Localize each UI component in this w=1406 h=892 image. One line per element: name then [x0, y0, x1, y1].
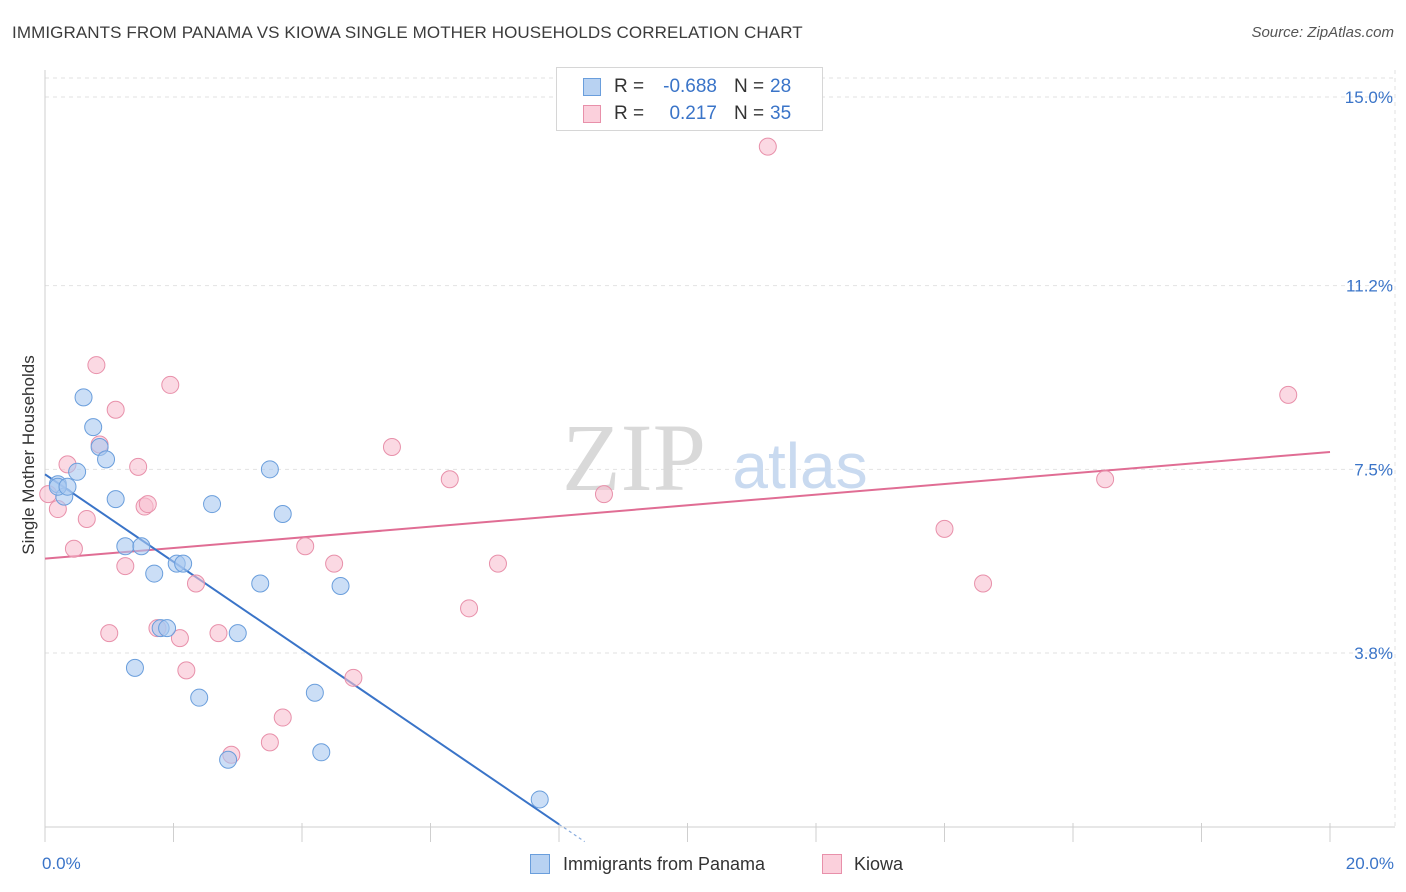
- point-kiowa: [1279, 385, 1298, 404]
- point-panama: [158, 619, 177, 638]
- point-kiowa: [170, 629, 189, 648]
- point-kiowa: [594, 485, 613, 504]
- point-kiowa: [106, 400, 125, 419]
- point-kiowa: [273, 708, 292, 727]
- point-panama: [68, 462, 87, 481]
- point-kiowa: [440, 470, 459, 489]
- legend-label-kiowa: Kiowa: [854, 854, 904, 874]
- point-panama: [331, 576, 350, 595]
- x-tick-label: 20.0%: [1346, 854, 1394, 873]
- trend-line-panama: [44, 473, 560, 826]
- point-panama: [260, 460, 279, 479]
- y-tick-label: 15.0%: [1345, 88, 1393, 107]
- point-panama: [190, 688, 209, 707]
- watermark-layer: ZIP atlas: [562, 404, 868, 511]
- y-tick-label: 11.2%: [1346, 277, 1393, 296]
- point-panama: [84, 418, 103, 437]
- legend-swatch-kiowa: [822, 854, 842, 874]
- point-panama: [106, 490, 125, 509]
- point-kiowa: [161, 375, 180, 394]
- point-kiowa: [296, 537, 315, 556]
- point-kiowa: [1096, 470, 1115, 489]
- legend-swatch-panama: [583, 78, 601, 96]
- point-kiowa: [382, 437, 401, 456]
- point-kiowa: [100, 624, 119, 643]
- n-label: N =: [734, 76, 765, 97]
- legend-swatch-kiowa: [583, 105, 601, 123]
- y-tick-label: 3.8%: [1354, 644, 1393, 663]
- point-kiowa: [209, 624, 228, 643]
- points-layer: [39, 137, 1298, 809]
- chart-title: IMMIGRANTS FROM PANAMA VS KIOWA SINGLE M…: [12, 23, 803, 42]
- point-panama: [97, 450, 116, 469]
- axis-layer: [44, 70, 1395, 842]
- point-kiowa: [974, 574, 993, 593]
- stats-legend: R = -0.688 N = 28 R = 0.217 N = 35: [556, 67, 823, 131]
- trend-line-kiowa: [44, 450, 1331, 560]
- point-panama: [58, 477, 77, 496]
- point-panama: [203, 495, 222, 514]
- legend-label-panama: Immigrants from Panama: [563, 854, 766, 874]
- point-kiowa: [344, 668, 363, 687]
- r-label: R =: [614, 76, 645, 97]
- point-kiowa: [186, 574, 205, 593]
- watermark-zip: ZIP: [562, 404, 706, 511]
- point-kiowa: [129, 457, 148, 476]
- point-panama: [530, 790, 549, 809]
- point-kiowa: [87, 356, 106, 375]
- point-kiowa: [260, 733, 279, 752]
- point-kiowa: [758, 137, 777, 156]
- r-value: 0.217: [669, 103, 717, 124]
- point-kiowa: [77, 509, 96, 528]
- grid-layer: [45, 70, 1396, 827]
- point-panama: [219, 750, 238, 769]
- point-kiowa: [460, 599, 479, 618]
- point-kiowa: [488, 554, 507, 573]
- point-panama: [116, 537, 135, 556]
- point-panama: [174, 554, 193, 573]
- point-panama: [312, 743, 331, 762]
- n-value: 28: [770, 76, 792, 97]
- trend-extension-panama: [558, 823, 586, 843]
- point-kiowa: [64, 539, 83, 558]
- legend-swatch-panama: [530, 854, 550, 874]
- point-kiowa: [138, 495, 157, 514]
- point-panama: [305, 683, 324, 702]
- point-panama: [125, 658, 144, 677]
- point-panama: [251, 574, 270, 593]
- y-tick-label: 7.5%: [1354, 460, 1393, 479]
- point-kiowa: [116, 557, 135, 576]
- source-credit: Source: ZipAtlas.com: [1251, 24, 1394, 41]
- y-axis-label: Single Mother Households: [19, 355, 38, 555]
- stats-row-kiowa: R = 0.217 N = 35: [557, 101, 822, 127]
- stats-row-panama: R = -0.688 N = 28: [557, 74, 822, 100]
- point-kiowa: [325, 554, 344, 573]
- ticklabel-layer: 3.8% 7.5% 11.2% 15.0% 0.0% 20.0%: [42, 88, 1394, 873]
- point-panama: [228, 624, 247, 643]
- point-panama: [273, 505, 292, 523]
- x-tick-label: 0.0%: [42, 854, 81, 873]
- point-panama: [74, 388, 93, 407]
- trend-layer: [44, 450, 1331, 843]
- n-label: N =: [734, 103, 765, 124]
- r-label: R =: [614, 103, 645, 124]
- point-panama: [132, 537, 151, 556]
- point-panama: [145, 564, 164, 583]
- point-kiowa: [935, 519, 954, 538]
- point-kiowa: [177, 661, 196, 680]
- watermark-atlas: atlas: [732, 430, 867, 502]
- n-value: 35: [770, 103, 792, 124]
- r-value: -0.688: [663, 76, 717, 97]
